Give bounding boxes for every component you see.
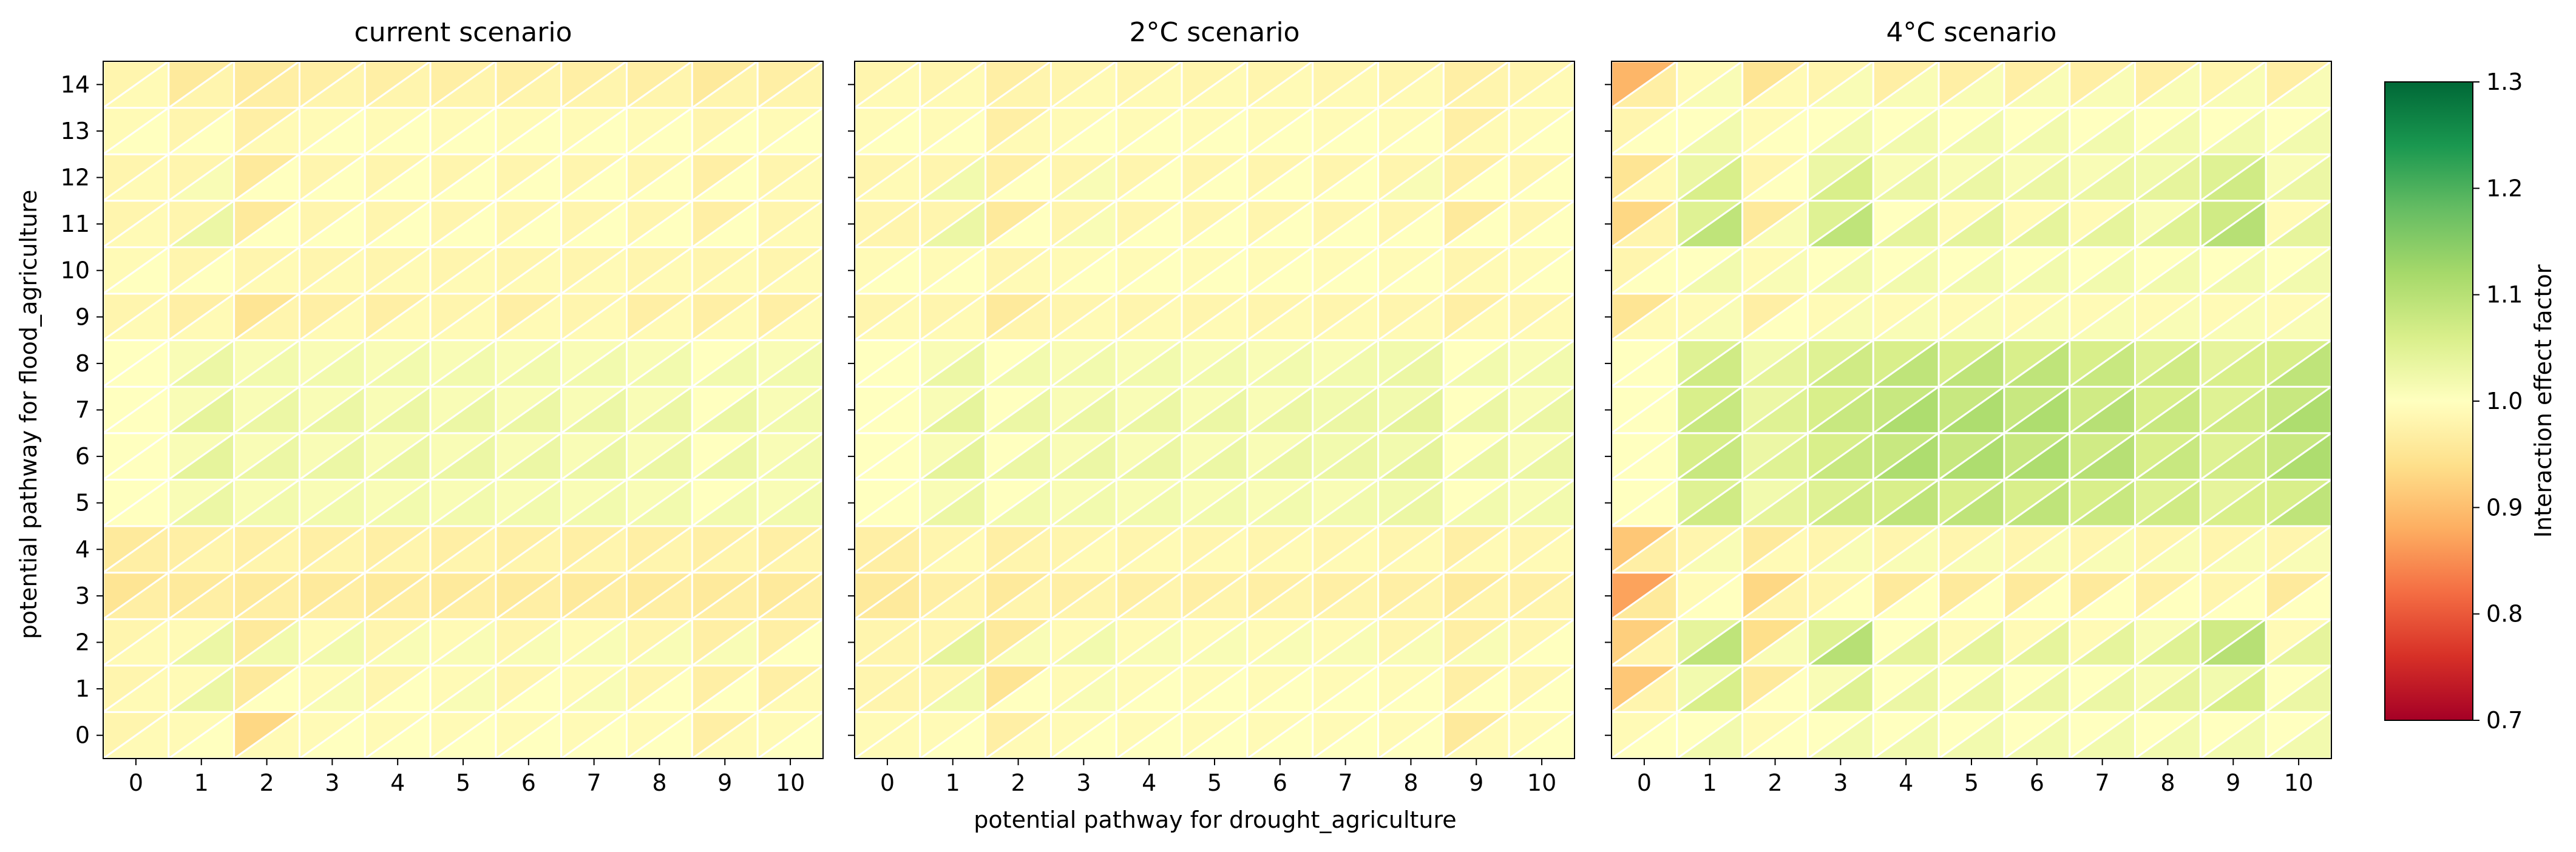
- x-tick-label: 7: [2095, 769, 2110, 796]
- x-tick-label: 0: [129, 769, 143, 796]
- x-tick-label: 2: [1011, 769, 1025, 796]
- x-tick-label: 2: [1768, 769, 1782, 796]
- panel-title: current scenario: [354, 17, 572, 48]
- x-tick-label: 5: [1964, 769, 1979, 796]
- x-tick-label: 4: [390, 769, 405, 796]
- x-tick-label: 3: [1076, 769, 1091, 796]
- y-tick-label: 11: [61, 211, 90, 237]
- x-tick-label: 9: [717, 769, 732, 796]
- colorbar-tick-label: 0.9: [2486, 494, 2523, 521]
- y-tick-label: 5: [75, 490, 90, 516]
- panel-title: 4°C scenario: [1886, 17, 2057, 48]
- y-tick-label: 3: [75, 583, 90, 609]
- y-tick-label: 12: [61, 164, 90, 191]
- colorbar-tick-label: 1.2: [2486, 175, 2523, 201]
- y-tick-label: 9: [75, 303, 90, 330]
- colorbar: 0.7 0.8 0.9 1.0 1.1 1.2 1.3 Interaction effect…: [2384, 69, 2557, 734]
- x-tick-label: 1: [1703, 769, 1717, 796]
- y-axis-label: potential pathway for flood_agriculture: [15, 190, 42, 640]
- x-axis-label: potential pathway for drought_agricultur…: [974, 806, 1456, 833]
- colorbar-gradient: [2384, 81, 2473, 721]
- y-tick-label: 7: [75, 397, 90, 424]
- x-tick-label: 0: [880, 769, 895, 796]
- x-tick-label: 3: [1833, 769, 1848, 796]
- x-tick-label: 4: [1142, 769, 1156, 796]
- y-tick-label: 0: [75, 722, 90, 749]
- x-tick-label: 1: [946, 769, 960, 796]
- y-tick-label: 13: [61, 118, 90, 144]
- panel-2: 4°C scenario 0 1 2 3 4 5 6 7 8 9 10: [1605, 17, 2334, 796]
- colorbar-tick-label: 0.7: [2486, 707, 2523, 734]
- x-tick-label: 4: [1899, 769, 1913, 796]
- colorbar-ticks: 0.7 0.8 0.9 1.0 1.1 1.2 1.3: [2473, 69, 2523, 734]
- x-tick-label: 8: [2160, 769, 2175, 796]
- panel-title: 2°C scenario: [1130, 17, 1300, 48]
- x-tick-label: 10: [1527, 769, 1556, 796]
- x-tick-label: 5: [456, 769, 470, 796]
- x-tick-label: 9: [1469, 769, 1483, 796]
- x-tick-label: 7: [1338, 769, 1353, 796]
- y-tick-label: 1: [75, 675, 90, 702]
- colorbar-tick-label: 0.8: [2486, 601, 2523, 627]
- x-tick-label: 5: [1207, 769, 1222, 796]
- x-tick-label: 7: [587, 769, 602, 796]
- x-tick-label: 6: [521, 769, 536, 796]
- x-tick-label: 2: [259, 769, 274, 796]
- y-tick-label: 2: [75, 629, 90, 656]
- y-tick-label: 4: [75, 536, 90, 563]
- x-tick-label: 10: [776, 769, 805, 796]
- x-tick-label: 9: [2226, 769, 2240, 796]
- colorbar-tick-label: 1.1: [2486, 282, 2523, 308]
- y-tick-label: 6: [75, 443, 90, 470]
- x-tick-label: 8: [652, 769, 666, 796]
- y-tick-label: 8: [75, 350, 90, 377]
- colorbar-tick-label: 1.3: [2486, 69, 2523, 95]
- colorbar-tick-label: 1.0: [2486, 388, 2523, 414]
- colorbar-label: Interaction effect factor: [2530, 264, 2557, 538]
- x-tick-label: 6: [1273, 769, 1287, 796]
- x-tick-label: 3: [325, 769, 339, 796]
- y-tick-label: 14: [61, 71, 90, 98]
- panel-1: 2°C scenario 0 1 2 3 4 5 6 7 8 9 10: [848, 17, 1578, 796]
- x-tick-label: 1: [194, 769, 209, 796]
- x-tick-label: 6: [2030, 769, 2044, 796]
- x-tick-label: 0: [1637, 769, 1652, 796]
- y-tick-label: 10: [61, 257, 90, 284]
- x-tick-label: 8: [1403, 769, 1418, 796]
- x-tick-label: 10: [2284, 769, 2313, 796]
